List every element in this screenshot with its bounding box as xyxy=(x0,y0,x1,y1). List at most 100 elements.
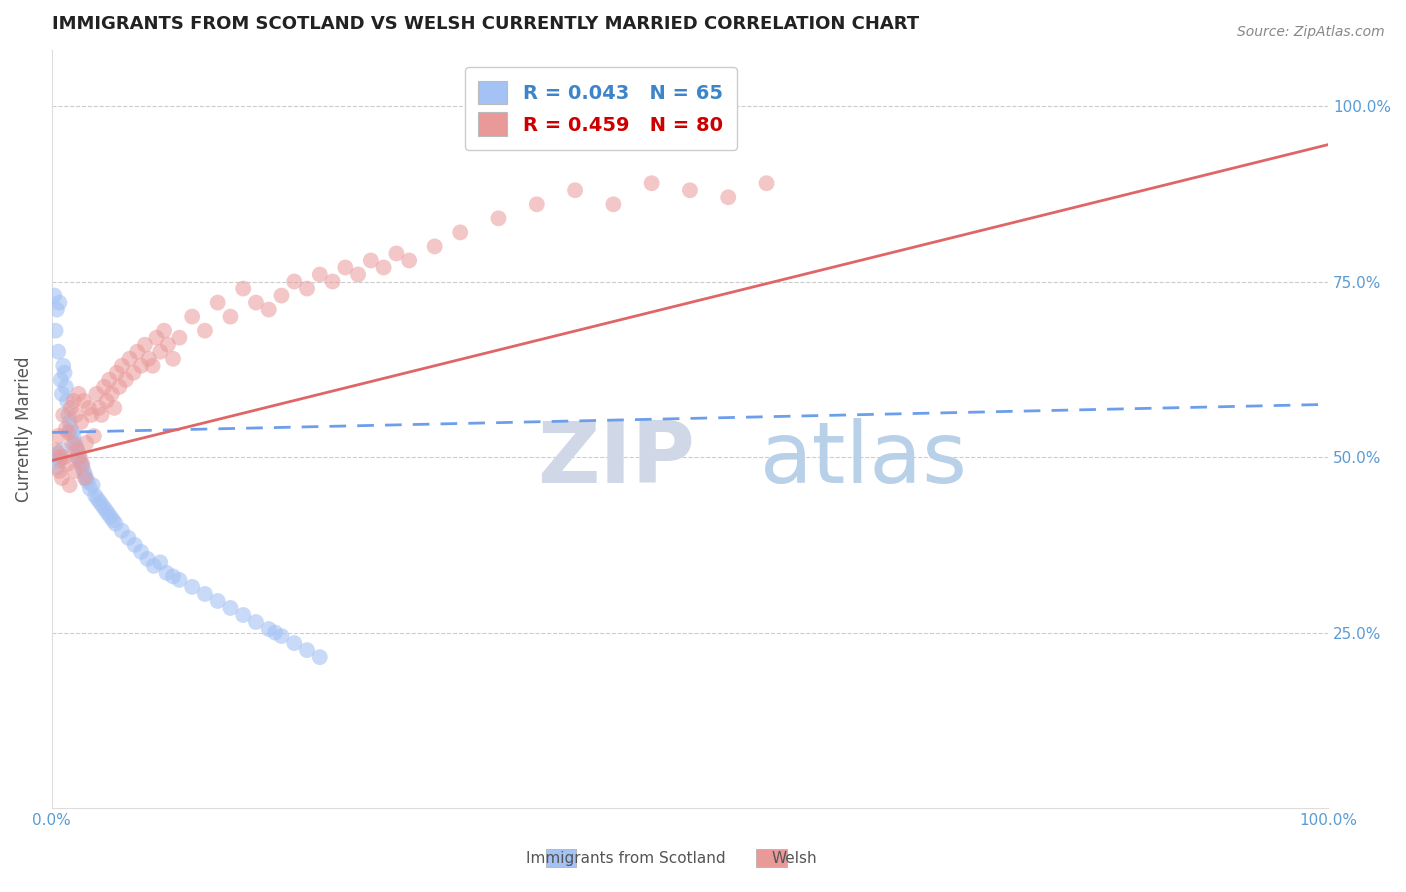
Point xyxy=(82,478,104,492)
Point xyxy=(149,555,172,569)
Point xyxy=(181,580,204,594)
Point xyxy=(60,425,83,440)
Point xyxy=(73,467,96,482)
Point xyxy=(283,275,305,289)
Point xyxy=(96,393,118,408)
Point xyxy=(63,436,86,450)
Point xyxy=(207,295,229,310)
Point xyxy=(53,366,76,380)
Point xyxy=(423,239,446,253)
Point xyxy=(114,373,136,387)
Point xyxy=(129,359,152,373)
Point xyxy=(86,387,108,401)
Point xyxy=(156,337,179,351)
Point xyxy=(283,636,305,650)
Point xyxy=(97,506,120,520)
Point xyxy=(245,295,267,310)
Point xyxy=(162,351,184,366)
Point xyxy=(124,538,146,552)
Point xyxy=(169,573,191,587)
Point xyxy=(100,509,122,524)
Point xyxy=(91,499,114,513)
Point xyxy=(79,482,101,496)
Point xyxy=(90,408,112,422)
Point xyxy=(75,471,97,485)
Point xyxy=(65,408,87,422)
Point xyxy=(53,450,76,464)
Point xyxy=(232,607,254,622)
Point xyxy=(449,226,471,240)
Point xyxy=(117,531,139,545)
Point xyxy=(111,359,134,373)
Point xyxy=(136,552,159,566)
Point xyxy=(295,643,318,657)
Text: atlas: atlas xyxy=(761,417,969,500)
Point xyxy=(181,310,204,324)
Point xyxy=(100,387,122,401)
Point xyxy=(59,422,82,436)
Point xyxy=(162,569,184,583)
Point xyxy=(257,302,280,317)
Point xyxy=(232,281,254,295)
Point xyxy=(58,408,80,422)
Point xyxy=(264,625,287,640)
Point xyxy=(46,344,69,359)
Point xyxy=(84,489,107,503)
Text: Source: ZipAtlas.com: Source: ZipAtlas.com xyxy=(1237,25,1385,39)
Point xyxy=(270,629,292,643)
Point xyxy=(45,324,67,338)
Point xyxy=(93,380,115,394)
Point xyxy=(72,460,94,475)
Point xyxy=(347,268,370,282)
Point xyxy=(72,457,94,471)
Point xyxy=(169,331,191,345)
Y-axis label: Currently Married: Currently Married xyxy=(15,356,32,501)
Point xyxy=(89,496,111,510)
Point xyxy=(73,464,96,478)
Point xyxy=(145,331,167,345)
Point xyxy=(118,351,141,366)
Point xyxy=(55,422,77,436)
Point xyxy=(602,197,624,211)
Point xyxy=(70,457,93,471)
Point xyxy=(87,401,110,415)
Point xyxy=(52,359,75,373)
Point xyxy=(308,650,330,665)
Point xyxy=(98,373,121,387)
Point xyxy=(207,594,229,608)
Point xyxy=(219,310,242,324)
Point xyxy=(564,183,586,197)
Point xyxy=(245,615,267,629)
Point xyxy=(322,275,344,289)
Point xyxy=(51,471,73,485)
Point xyxy=(373,260,395,275)
Point xyxy=(335,260,357,275)
Point xyxy=(101,513,124,527)
Point xyxy=(52,408,75,422)
Point xyxy=(66,443,89,458)
Point xyxy=(149,344,172,359)
Point xyxy=(134,337,156,351)
Point xyxy=(49,450,72,464)
Point xyxy=(60,436,83,450)
Point xyxy=(717,190,740,204)
Point xyxy=(48,464,70,478)
Point xyxy=(142,558,165,573)
Point xyxy=(46,446,69,460)
Point xyxy=(488,211,510,226)
Point xyxy=(755,176,778,190)
Text: Immigrants from Scotland: Immigrants from Scotland xyxy=(526,851,725,865)
Point xyxy=(49,373,72,387)
Point xyxy=(105,366,128,380)
Point xyxy=(385,246,408,260)
Point xyxy=(51,443,73,458)
Point xyxy=(219,601,242,615)
Point xyxy=(45,302,67,317)
Point xyxy=(65,440,87,454)
Point xyxy=(103,401,125,415)
Point xyxy=(45,443,67,458)
Point xyxy=(129,545,152,559)
Point xyxy=(194,587,217,601)
Point xyxy=(69,453,91,467)
Point xyxy=(48,453,70,467)
